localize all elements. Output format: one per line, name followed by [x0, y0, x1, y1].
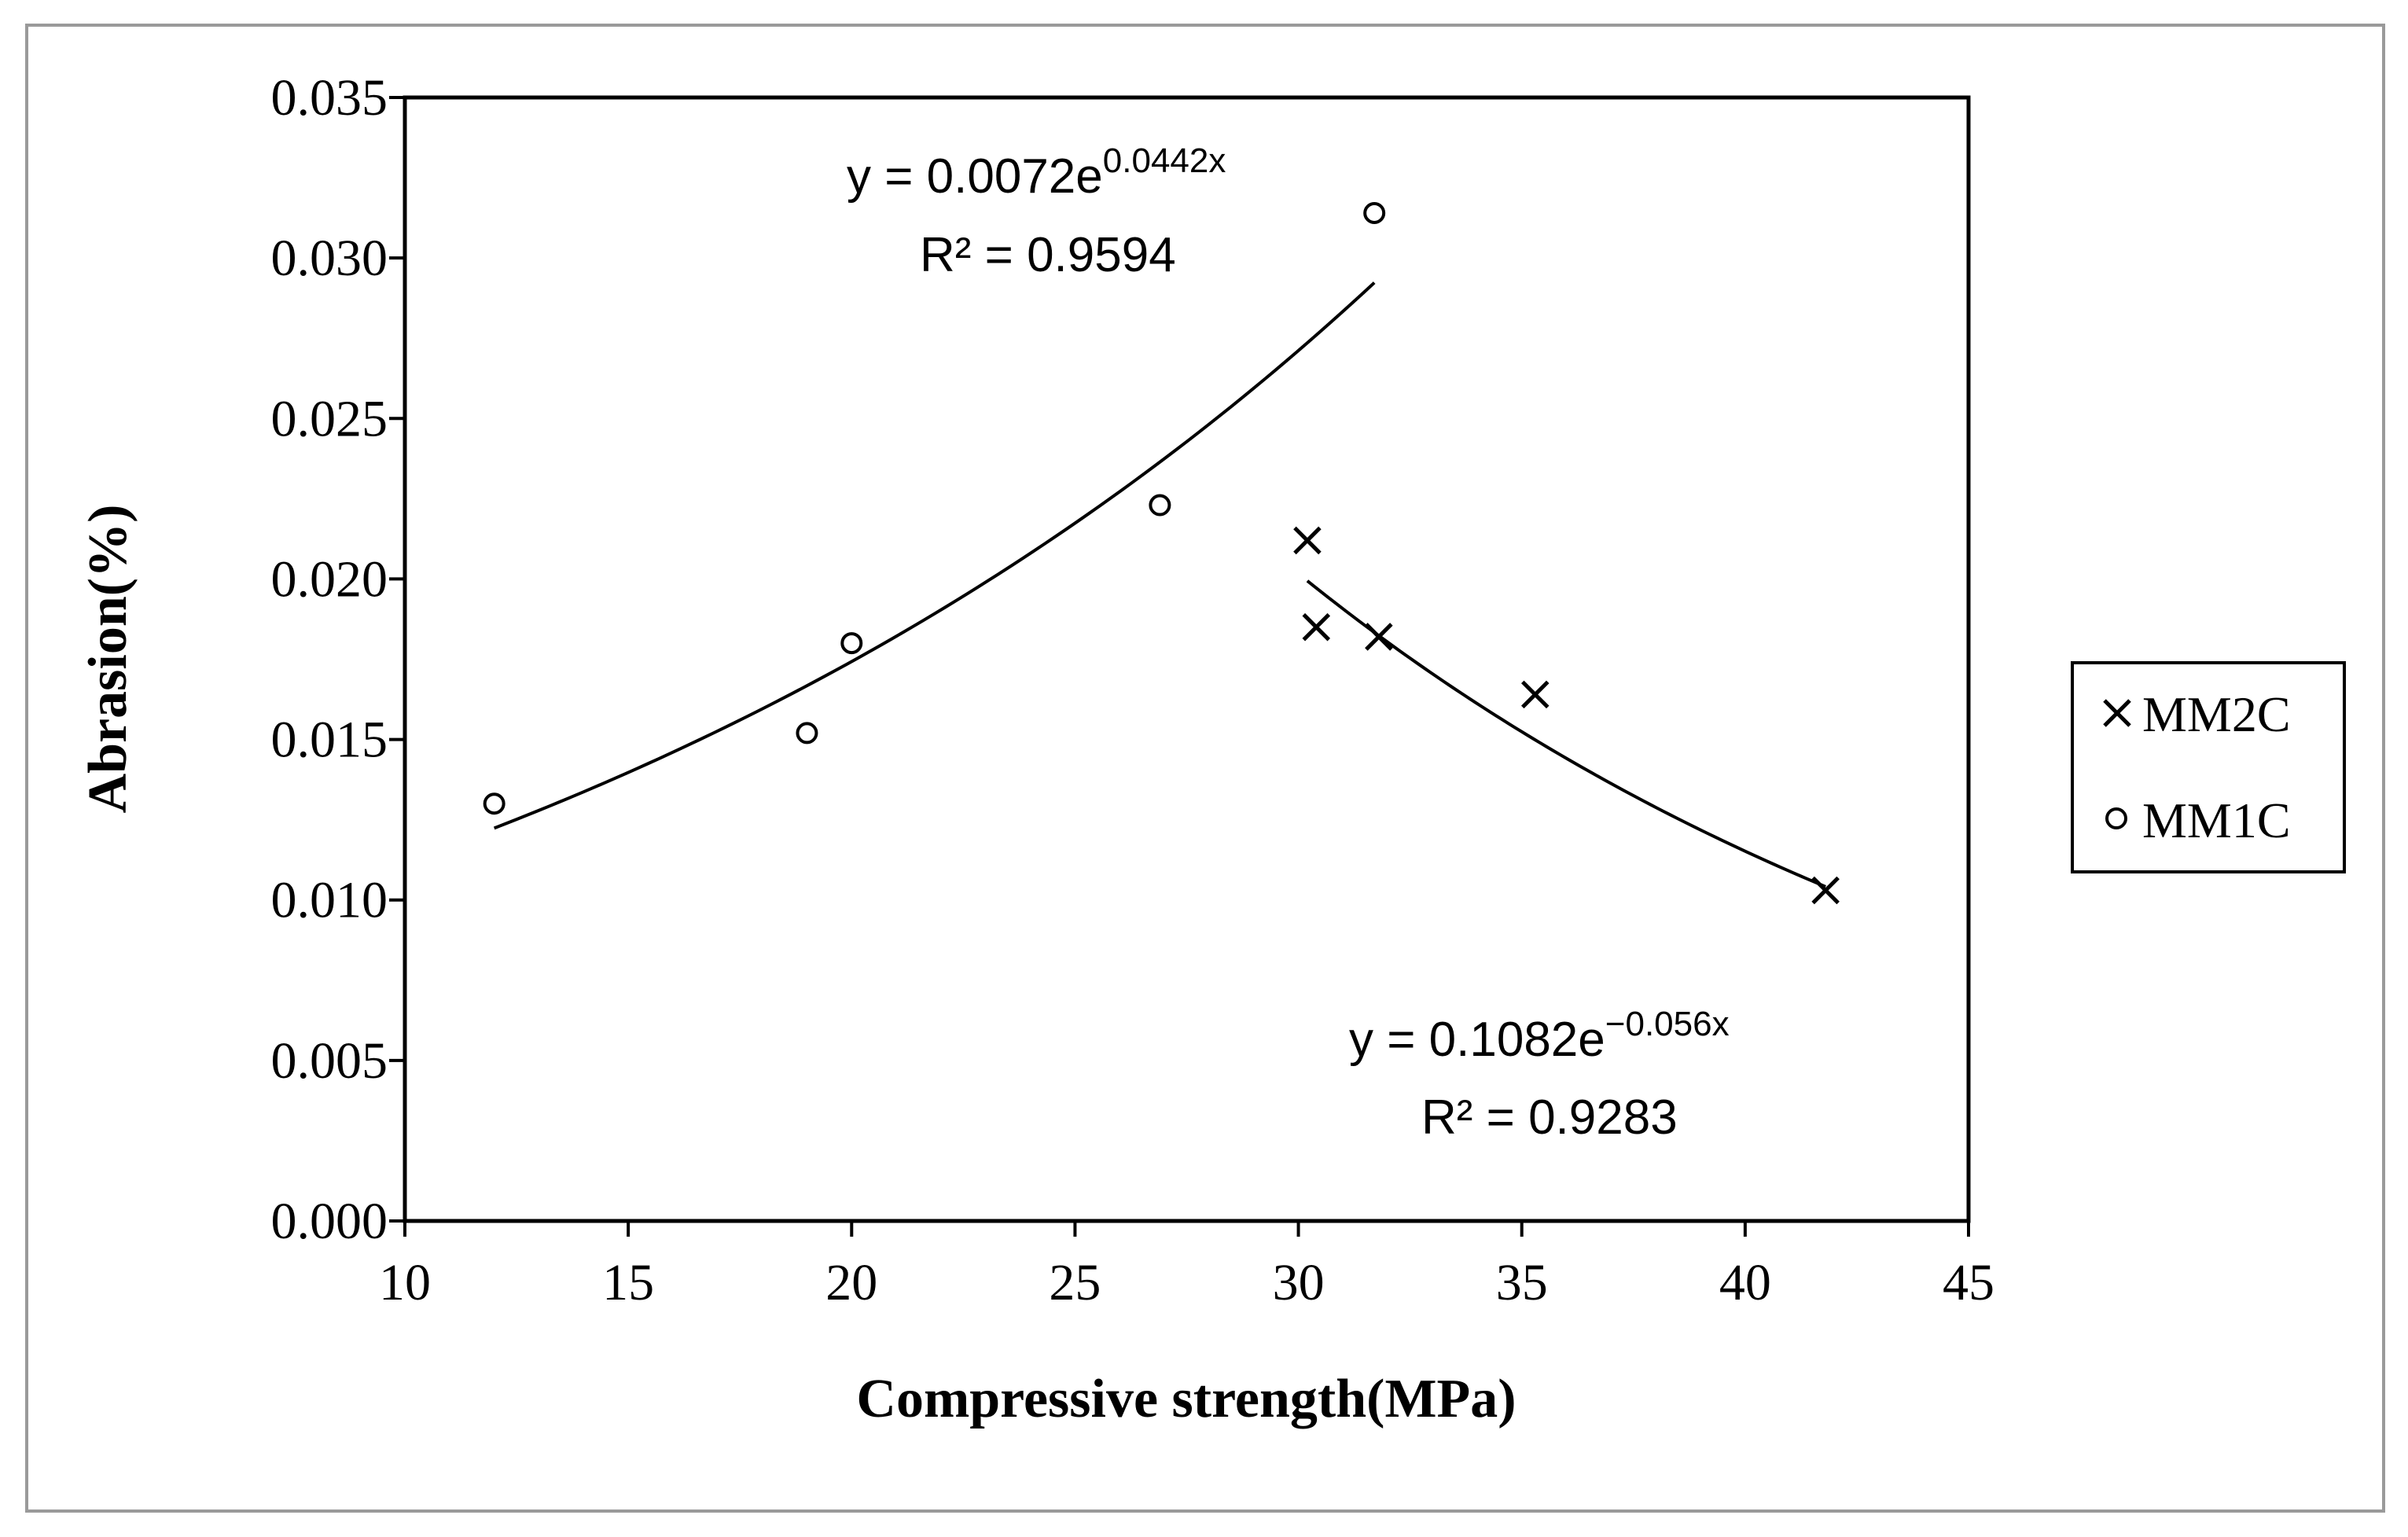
y-tick-label: 0.025 [271, 390, 388, 447]
y-tick-label: 0.035 [271, 69, 388, 127]
legend-box [2071, 661, 2346, 873]
y-tick-label: 0.010 [271, 872, 388, 929]
x-tick-label: 30 [1273, 1254, 1325, 1311]
trendline-mm2c [1306, 579, 1826, 888]
x-axis-title: Compressive strength(MPa) [856, 1369, 1516, 1429]
y-tick-label: 0.000 [271, 1193, 388, 1250]
legend: MM2C MM1C [2071, 661, 2346, 873]
figure-border [25, 24, 2385, 1513]
point-mm1c [1363, 201, 1386, 224]
x-tick-label: 40 [1719, 1254, 1771, 1311]
y-tick-label: 0.020 [271, 550, 388, 608]
equation-mm1c: y = 0.0072e0.0442x [847, 142, 1226, 204]
y-tick-label: 0.015 [271, 712, 388, 769]
x-tick-label: 35 [1496, 1254, 1548, 1311]
x-tick-label: 20 [825, 1254, 877, 1311]
legend-marker-mm2c [2103, 699, 2131, 727]
legend-label-mm1c: MM1C [2142, 792, 2291, 848]
x-tick-label: 45 [1943, 1254, 1994, 1311]
x-tick-label: 25 [1049, 1254, 1101, 1311]
data-markers [483, 201, 1840, 905]
r2-mm1c: R² = 0.9594 [920, 228, 1176, 282]
point-mm2c [1520, 680, 1550, 709]
y-axis-ticks: 0.000 0.005 0.010 0.015 0.020 0.025 0.030 0.035 [271, 69, 405, 1250]
x-tick-label: 15 [602, 1254, 654, 1311]
point-mm1c [1149, 494, 1171, 517]
x-axis-ticks: 10 15 20 25 30 35 40 45 [379, 1221, 1994, 1311]
equation-mm2c: y = 0.1082e−0.056x [1349, 1005, 1730, 1067]
point-mm2c [1365, 623, 1393, 651]
y-tick-label: 0.030 [271, 230, 388, 287]
y-axis-title: Abrasion(%) [78, 505, 138, 814]
plot-area [403, 95, 1971, 1223]
r2-mm2c: R² = 0.9283 [1421, 1090, 1678, 1145]
point-mm2c [1302, 612, 1331, 642]
legend-label-mm2c: MM2C [2142, 686, 2291, 742]
point-mm1c [483, 792, 505, 815]
trendline-mm1c [493, 281, 1376, 830]
point-mm2c [1811, 876, 1840, 905]
x-tick-label: 10 [379, 1254, 431, 1311]
point-mm2c [1293, 526, 1322, 555]
point-mm1c [796, 722, 818, 745]
legend-marker-mm1c [2105, 807, 2127, 829]
y-tick-label: 0.005 [271, 1032, 388, 1090]
point-mm1c [840, 632, 863, 655]
